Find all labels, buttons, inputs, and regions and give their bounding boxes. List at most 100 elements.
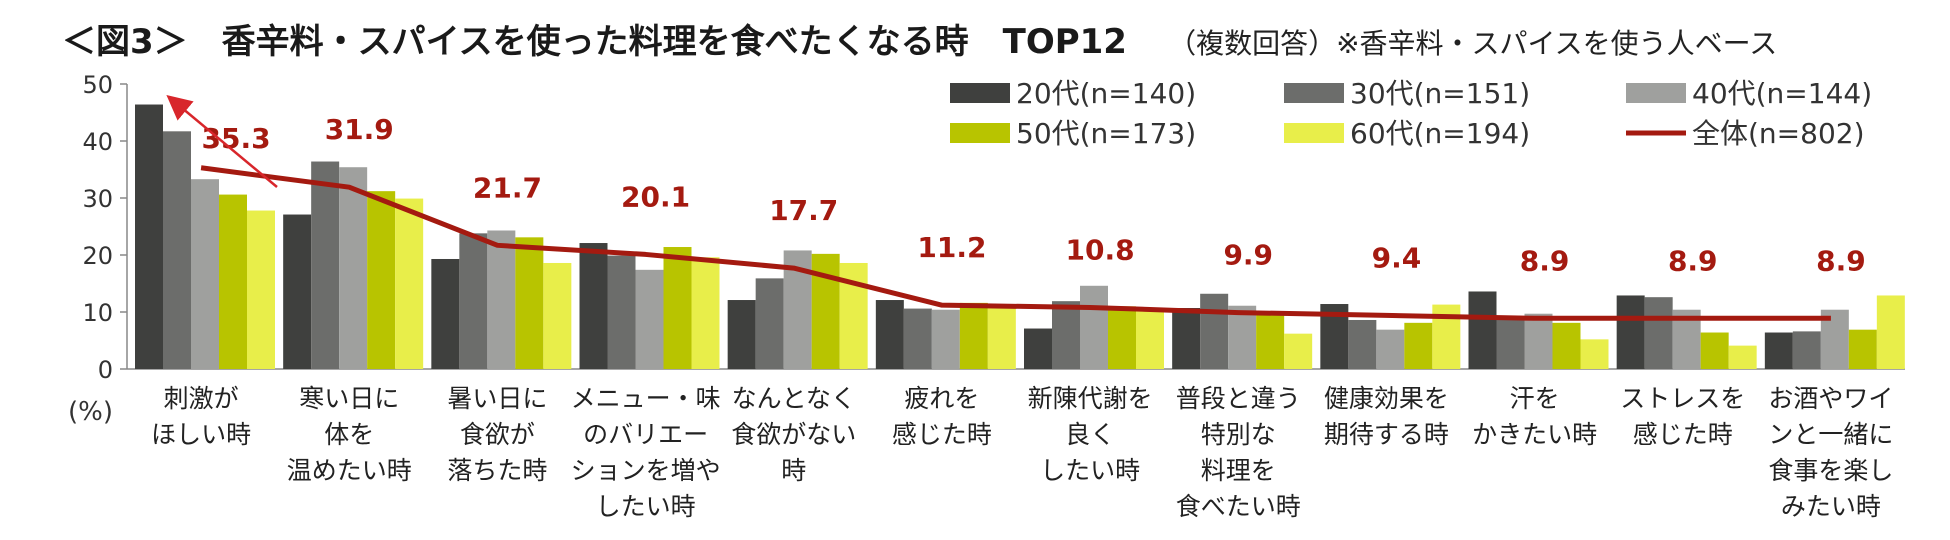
bar-50代 [367, 191, 396, 369]
bar-30代 [1348, 319, 1377, 369]
bar-20代 [1616, 295, 1645, 369]
legend-swatch [1284, 123, 1344, 143]
category-label: なんとなく [732, 384, 856, 413]
chart-title: ＜図3＞ 香辛料・スパイスを使った料理を食べたくなる時 TOP12 [62, 22, 1127, 62]
category-label: 暑い日に [447, 384, 547, 413]
total-data-label: 11.2 [917, 231, 986, 264]
bar-30代 [1644, 297, 1673, 369]
bar-50代 [1108, 306, 1136, 369]
bar-20代 [1764, 332, 1793, 369]
bar-30代 [755, 278, 784, 369]
bar-30代 [1052, 301, 1080, 369]
chart-subtitle: （複数回答）※香辛料・スパイスを使う人ベース [1168, 27, 1778, 60]
legend-label: 60代(n=194) [1350, 117, 1530, 150]
bar-60代 [691, 257, 720, 369]
category-label: 食事を楽し [1768, 456, 1893, 485]
bar-20代 [135, 104, 163, 370]
bar-20代 [1172, 308, 1201, 369]
bar-30代 [459, 233, 488, 369]
category-label: 特別な [1201, 420, 1276, 449]
bar-40代 [1080, 285, 1108, 369]
category-label: 食欲が [460, 420, 535, 449]
total-data-label: 35.3 [202, 122, 271, 155]
bar-40代 [339, 167, 368, 369]
bar-40代 [1376, 329, 1405, 369]
total-data-label: 8.9 [1520, 244, 1570, 277]
bar-50代 [1848, 329, 1877, 369]
total-data-label: 10.8 [1066, 233, 1135, 266]
category-label: 期待する時 [1324, 420, 1449, 449]
bar-20代 [1468, 291, 1497, 369]
category-label: ストレスを [1620, 384, 1745, 413]
category-label: 温めたい時 [287, 456, 412, 485]
category-label: 感じた時 [892, 420, 992, 449]
bar-30代 [607, 255, 636, 369]
bar-20代 [579, 243, 608, 369]
bar-60代 [1580, 339, 1609, 369]
bar-40代 [1228, 305, 1257, 369]
legend-label: 20代(n=140) [1016, 77, 1196, 110]
total-data-label: 9.4 [1372, 241, 1422, 274]
bar-40代 [931, 309, 960, 369]
y-tick-label: 30 [82, 185, 113, 213]
bar-40代 [635, 269, 664, 369]
y-tick-label: 0 [98, 356, 113, 384]
bar-50代 [515, 237, 544, 369]
bar-40代 [1524, 313, 1553, 369]
bar-30代 [903, 308, 932, 369]
y-tick-label: 50 [82, 71, 113, 99]
category-label: したい時 [1040, 456, 1140, 485]
total-line [200, 165, 1831, 321]
bar-50代 [1404, 322, 1433, 369]
category-label: ンと一緒に [1768, 420, 1893, 449]
bar-40代 [191, 179, 219, 369]
category-label: メニュー・味 [571, 384, 721, 413]
category-label: 感じた時 [1633, 420, 1733, 449]
legend-label: 50代(n=173) [1016, 117, 1196, 150]
legend-swatch [1626, 83, 1686, 103]
bar-20代 [431, 258, 460, 369]
bar-30代 [1496, 315, 1525, 369]
legend-label: 30代(n=151) [1350, 77, 1530, 110]
bar-60代 [543, 262, 572, 369]
bar-40代 [487, 230, 516, 369]
category-label: 疲れを [904, 384, 979, 413]
y-tick-label: 40 [82, 128, 113, 156]
bar-60代 [1136, 310, 1164, 369]
bar-50代 [1700, 332, 1729, 369]
legend-swatch [950, 83, 1010, 103]
bar-50代 [1552, 322, 1581, 369]
category-label: 時 [781, 456, 806, 485]
category-label: 健康効果を [1324, 384, 1449, 413]
total-data-label: 8.9 [1668, 244, 1718, 277]
bar-60代 [1728, 345, 1757, 369]
bar-60代 [247, 210, 275, 369]
category-label: ほしい時 [151, 420, 251, 449]
category-label: 料理を [1201, 456, 1276, 485]
bar-50代 [219, 194, 247, 369]
category-label: 新陳代謝を [1028, 384, 1153, 413]
bar-20代 [1024, 328, 1052, 369]
bar-60代 [1876, 295, 1905, 369]
bar-30代 [1200, 293, 1229, 369]
bar-20代 [283, 214, 312, 369]
bar-30代 [163, 131, 191, 369]
highlight-arrow [166, 95, 278, 188]
legend-label: 40代(n=144) [1692, 77, 1872, 110]
category-label: 良く [1065, 420, 1115, 449]
legend-label: 全体(n=802) [1692, 117, 1865, 150]
total-data-label: 17.7 [769, 194, 838, 227]
y-tick-label: 20 [82, 242, 113, 270]
bar-50代 [663, 247, 692, 369]
category-label: 汗を [1510, 384, 1560, 413]
total-data-label: 9.9 [1223, 239, 1273, 272]
bar-20代 [875, 300, 904, 369]
bar-30代 [311, 161, 340, 369]
legend-swatch [1284, 83, 1344, 103]
bar-30代 [1792, 331, 1821, 369]
title-row: ＜図3＞ 香辛料・スパイスを使った料理を食べたくなる時 TOP12 （複数回答）… [62, 14, 1777, 66]
y-axis-unit-label: (%) [68, 397, 113, 427]
category-label: みたい時 [1781, 492, 1881, 521]
bar-60代 [1284, 333, 1313, 369]
